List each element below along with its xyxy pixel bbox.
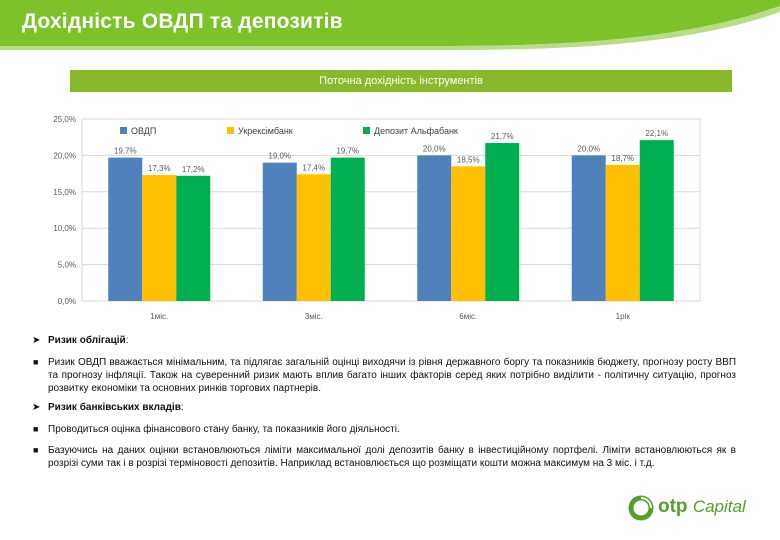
- chart-caption-bar: Поточна дохідність інструментів: [70, 70, 732, 92]
- bar: [605, 164, 640, 301]
- legend-swatch: [363, 127, 370, 134]
- header-band: Дохідність ОВДП та депозитів: [0, 0, 780, 50]
- risk-bank-colon: :: [180, 402, 184, 413]
- yield-chart-svg: 0,0% 5,0% 10,0% 15,0% 20,0% 25,0% 19,7% 17,3% 17…: [53, 115, 701, 321]
- header-background: [0, 0, 780, 50]
- legend-swatch: [120, 127, 127, 134]
- data-label: 20,0%: [577, 144, 600, 153]
- square-bullet-icon: ■: [33, 357, 39, 367]
- body-text: ➤ Ризик облігацій: ■ Ризик ОВДП вважаєть…: [32, 334, 736, 470]
- arrow-bullet-icon: ➤: [32, 335, 41, 346]
- bar: [142, 175, 177, 301]
- risk-bonds-heading: Ризик облігацій: [48, 335, 126, 346]
- y-tick-label: 25,0%: [53, 115, 76, 124]
- data-label: 17,4%: [302, 163, 325, 172]
- risk-bank-paragraph-2: Базуючись на даних оцінки встановлюються…: [48, 445, 736, 469]
- data-label: 18,7%: [611, 154, 634, 163]
- bar: [485, 143, 520, 301]
- y-tick-label: 0,0%: [58, 297, 76, 306]
- risk-bank-item-1: ■ Проводиться оцінка фінансового стану б…: [32, 423, 736, 436]
- data-label: 19,7%: [114, 147, 137, 156]
- x-tick-label: 6міс.: [459, 312, 477, 321]
- square-bullet-icon: ■: [33, 445, 39, 455]
- bar: [108, 157, 143, 301]
- bar: [262, 162, 297, 301]
- yield-chart: 0,0% 5,0% 10,0% 15,0% 20,0% 25,0% 19,7% 17,3% 17…: [40, 108, 720, 330]
- x-tick-label: 1міс.: [150, 312, 168, 321]
- risk-bank-heading: Ризик банківських вкладів: [48, 402, 181, 413]
- logo-text: otp Capital: [658, 496, 746, 518]
- y-tick-label: 20,0%: [53, 151, 76, 160]
- data-label: 17,3%: [148, 164, 171, 173]
- bar: [451, 166, 486, 301]
- otp-capital-logo: otp Capital: [628, 495, 758, 521]
- logo-brand: otp: [658, 496, 688, 517]
- data-label: 19,7%: [336, 147, 359, 156]
- data-label: 22,1%: [645, 129, 668, 138]
- arrow-bullet-icon: ➤: [32, 402, 41, 413]
- square-bullet-icon: ■: [33, 424, 39, 434]
- bar: [417, 155, 452, 301]
- risk-bank-heading-row: ➤ Ризик банківських вкладів:: [32, 401, 736, 415]
- y-tick-label: 15,0%: [53, 188, 76, 197]
- otp-logo-icon: [628, 495, 654, 521]
- risk-bonds-paragraph: Ризик ОВДП вважається мінімальним, та пі…: [48, 357, 736, 394]
- legend-entry: Укрексімбанк: [238, 126, 293, 136]
- risk-bank-paragraph-1: Проводиться оцінка фінансового стану бан…: [48, 424, 400, 435]
- page-title: Дохідність ОВДП та депозитів: [22, 10, 343, 33]
- data-label: 17,2%: [182, 165, 205, 174]
- risk-bonds-colon: :: [125, 335, 129, 346]
- legend-entry: Депозит Альфабанк: [374, 126, 458, 136]
- bar: [176, 175, 211, 301]
- x-tick-label: 3міс.: [305, 312, 323, 321]
- data-label: 19,0%: [268, 152, 291, 161]
- y-tick-label: 10,0%: [53, 224, 76, 233]
- data-label: 18,5%: [457, 155, 480, 164]
- data-label: 21,7%: [491, 132, 514, 141]
- x-tick-label: 1рік: [616, 312, 631, 321]
- bar: [330, 157, 365, 301]
- bar: [639, 140, 674, 301]
- data-label: 20,0%: [423, 144, 446, 153]
- risk-bonds-heading-row: ➤ Ризик облігацій:: [32, 334, 736, 350]
- bar: [571, 155, 606, 301]
- risk-bonds-item: ■ Ризик ОВДП вважається мінімальним, та …: [32, 356, 736, 395]
- legend-entry: ОВДП: [131, 126, 156, 136]
- logo-suffix: Capital: [692, 497, 746, 516]
- y-tick-label: 5,0%: [58, 261, 76, 270]
- risk-bank-item-2: ■ Базуючись на даних оцінки встановлюють…: [32, 444, 736, 470]
- legend-swatch: [227, 127, 234, 134]
- bar: [296, 174, 331, 301]
